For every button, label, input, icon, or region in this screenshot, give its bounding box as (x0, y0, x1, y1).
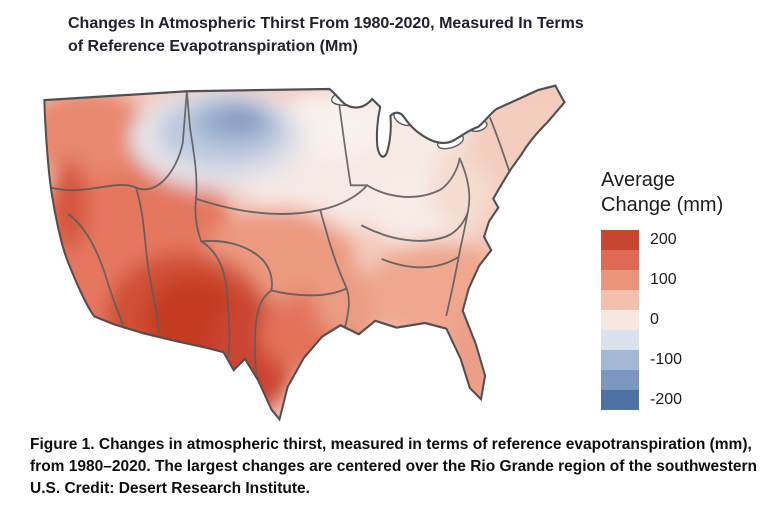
legend-swatch (601, 269, 639, 290)
legend-title-line2: Change (mm) (601, 194, 724, 217)
legend-row: -200 (601, 389, 766, 410)
legend-row (601, 369, 766, 390)
legend-swatch (601, 249, 639, 270)
legend-rows: 200 100 0 -100 -200 (601, 229, 766, 410)
map-region-boundaries (49, 90, 511, 379)
legend-row (601, 249, 766, 270)
legend-row (601, 329, 766, 350)
legend-swatch (601, 309, 639, 330)
legend-title-line1: Average (601, 169, 676, 191)
legend-swatch (601, 389, 639, 410)
figure-title-line2: of Reference Evapotranspiration (Mm) (68, 37, 358, 55)
figure-title: Changes In Atmospheric Thirst From 1980-… (68, 13, 698, 58)
legend-swatch (601, 349, 639, 370)
figure-area: Average Change (mm) 200 100 0 -100 -200 (0, 72, 768, 434)
figure-caption: Figure 1. Changes in atmospheric thirst,… (30, 436, 758, 497)
legend-label: 200 (650, 230, 677, 248)
legend-row (601, 289, 766, 310)
legend-label: 0 (650, 310, 659, 328)
legend-row: -100 (601, 349, 766, 370)
legend-title: Average Change (mm) (601, 168, 766, 219)
legend-swatch (601, 369, 639, 390)
legend-swatch (601, 229, 639, 250)
us-map (43, 84, 566, 421)
legend-row: 100 (601, 269, 766, 290)
figure-title-line1: Changes In Atmospheric Thirst From 1980-… (68, 15, 584, 32)
legend-label: -100 (650, 350, 683, 368)
legend-label: -200 (650, 390, 683, 408)
legend-row: 0 (601, 309, 766, 330)
legend-swatch (601, 329, 639, 350)
legend: Average Change (mm) 200 100 0 -100 -200 (601, 168, 766, 410)
map-color-fill (44, 85, 565, 420)
legend-swatch (601, 289, 639, 310)
legend-row: 200 (601, 229, 766, 250)
legend-label: 100 (650, 270, 677, 288)
